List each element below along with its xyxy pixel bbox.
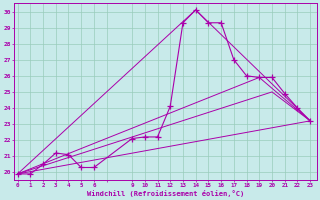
X-axis label: Windchill (Refroidissement éolien,°C): Windchill (Refroidissement éolien,°C)	[86, 190, 244, 197]
